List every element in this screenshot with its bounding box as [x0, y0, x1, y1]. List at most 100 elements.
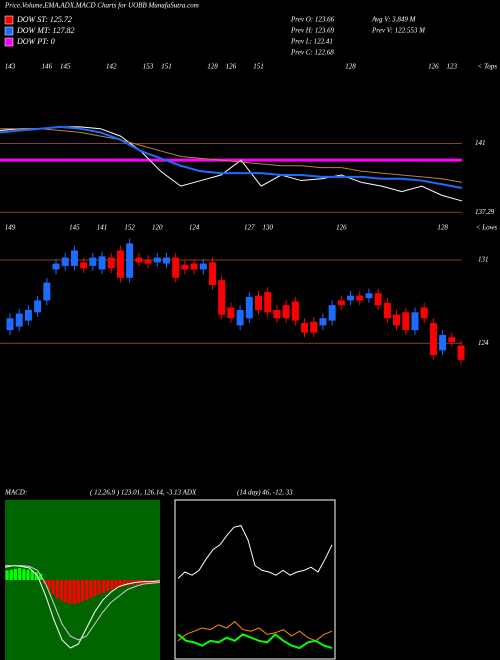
info-text: Prev H: 123.69: [290, 27, 335, 35]
line: [5, 565, 161, 641]
candle-body: [70, 250, 78, 266]
candle-body: [227, 307, 235, 319]
candle-body: [310, 321, 318, 333]
candle-body: [107, 257, 115, 269]
candle-body: [337, 300, 345, 306]
histogram-bar: [118, 580, 122, 588]
low-label: 120: [152, 224, 163, 232]
candle-body: [34, 300, 42, 313]
legend-label: DOW ST: 125.72: [16, 15, 72, 24]
histogram-bar: [110, 580, 114, 590]
legend-label: DOW PT: 0: [16, 37, 55, 46]
histogram-bar: [126, 580, 131, 586]
histogram-bar: [72, 580, 76, 604]
top-label: 143: [5, 63, 16, 71]
top-label: 126: [428, 63, 439, 71]
histogram-bar: [34, 572, 39, 580]
legend-label: DOW MT: 127.82: [16, 26, 75, 35]
macd-params: ( 12,26,9 ) 123.01, 126.14, -3.13 ADX: [90, 489, 197, 497]
top-label: 128: [207, 63, 218, 71]
legend-swatch: [4, 15, 14, 25]
y-tick-label: 137.29: [475, 208, 495, 216]
histogram-bar: [55, 580, 59, 599]
candle-body: [15, 313, 23, 327]
candle-body: [383, 302, 391, 319]
candle-body: [393, 314, 401, 326]
histogram-bar: [68, 580, 72, 604]
histogram-bar: [131, 580, 135, 585]
adx-params: (14 day) 46, -12, 33: [237, 489, 293, 497]
low-label: 127: [244, 224, 255, 232]
legend-swatch: [4, 37, 14, 47]
candle-body: [291, 301, 299, 321]
low-label: 126: [336, 224, 347, 232]
histogram-bar: [80, 580, 85, 602]
candle-body: [199, 263, 207, 270]
top-label: 153: [143, 63, 154, 71]
candle-body: [457, 345, 465, 360]
candle-body: [24, 309, 32, 321]
histogram-bar: [39, 573, 43, 580]
histogram-bar: [85, 580, 89, 600]
line: [0, 126, 463, 202]
y-tick-label: 141: [475, 139, 486, 147]
candle-body: [282, 305, 290, 319]
histogram-bar: [122, 580, 126, 587]
legend-swatch: [4, 26, 14, 36]
low-label: 130: [262, 224, 273, 232]
info-text: Prev L: 122.41: [290, 38, 333, 46]
candle-body: [144, 259, 152, 264]
candle-body: [98, 256, 106, 270]
line: [0, 125, 463, 189]
low-label: 141: [97, 224, 108, 232]
candle-body: [126, 243, 134, 278]
candle-body: [328, 305, 336, 321]
candle-body: [172, 257, 180, 278]
histogram-bar: [76, 580, 80, 604]
candle-body: [411, 312, 419, 331]
candle-body: [116, 250, 124, 278]
histogram-bar: [64, 580, 68, 603]
low-label: 145: [69, 224, 80, 232]
top-label: 145: [60, 63, 71, 71]
candle-body: [429, 323, 437, 356]
candle-body: [218, 280, 226, 315]
candle-body: [43, 282, 51, 301]
candle-body: [52, 263, 60, 270]
candle-body: [319, 318, 327, 326]
candle-body: [420, 307, 428, 319]
candle-body: [347, 295, 355, 301]
histogram-bar: [89, 580, 93, 599]
low-label: 149: [5, 224, 16, 232]
y-tick-label: 124: [478, 339, 489, 347]
candle-body: [374, 293, 382, 306]
top-label: 126: [226, 63, 237, 71]
top-label: 142: [106, 63, 117, 71]
candle-body: [301, 323, 309, 333]
candle-body: [236, 309, 244, 326]
histogram-bar: [26, 569, 30, 580]
top-label: 151: [253, 63, 264, 71]
histogram-bar: [30, 570, 34, 580]
line: [4, 565, 161, 649]
top-label: 151: [161, 63, 172, 71]
candle-body: [6, 318, 14, 331]
line: [0, 128, 463, 183]
y-tick-label: 131: [478, 256, 489, 264]
candle-body: [153, 257, 161, 263]
histogram-bar: [5, 570, 9, 580]
candle-body: [80, 262, 88, 269]
panel-frame: [174, 499, 336, 660]
chart-title: Price,Volume,EMA,ADX,MACD Charts for UOB…: [4, 2, 199, 10]
candle-body: [356, 295, 364, 301]
histogram-bar: [97, 580, 101, 595]
candle-body: [208, 262, 216, 285]
candle-body: [402, 312, 410, 331]
line: [177, 633, 333, 650]
candle-body: [448, 337, 456, 343]
candle-body: [245, 296, 253, 319]
macd-label: MACD:: [4, 489, 27, 497]
line: [177, 620, 333, 642]
histogram-bar: [18, 568, 22, 580]
